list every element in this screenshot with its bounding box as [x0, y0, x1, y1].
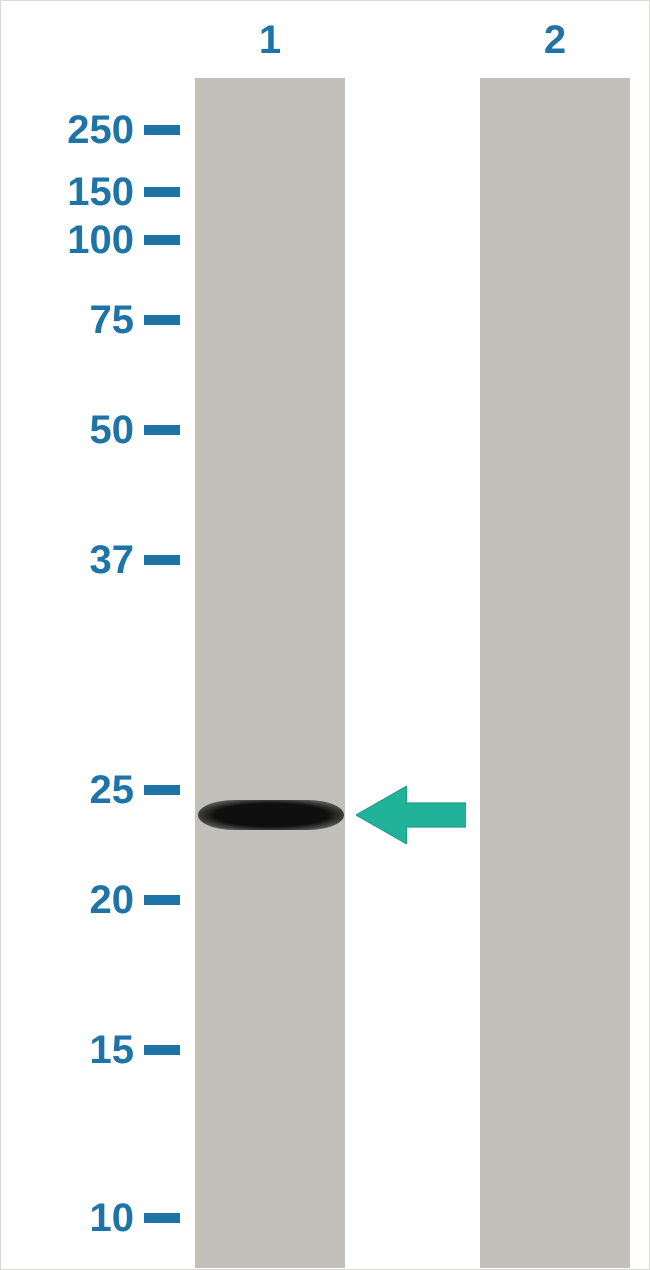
marker-value: 250 [67, 110, 134, 150]
marker-tick [144, 555, 180, 565]
marker-tick [144, 895, 180, 905]
marker-25: 25 [90, 770, 181, 810]
marker-tick [144, 125, 180, 135]
marker-tick [144, 785, 180, 795]
lane-label-1: 1 [240, 18, 300, 63]
marker-15: 15 [90, 1030, 181, 1070]
marker-value: 25 [90, 770, 135, 810]
marker-150: 150 [67, 172, 180, 212]
marker-value: 10 [90, 1198, 135, 1238]
marker-tick [144, 235, 180, 245]
marker-value: 37 [90, 540, 135, 580]
marker-tick [144, 1213, 180, 1223]
marker-tick [144, 315, 180, 325]
marker-value: 75 [90, 300, 135, 340]
marker-50: 50 [90, 410, 181, 450]
marker-250: 250 [67, 110, 180, 150]
marker-75: 75 [90, 300, 181, 340]
marker-tick [144, 1045, 180, 1055]
band-indicator-arrow [356, 786, 466, 844]
marker-value: 15 [90, 1030, 135, 1070]
blot-canvas: 1 2 250 150 100 75 50 37 25 20 15 10 [0, 0, 650, 1270]
marker-value: 20 [90, 880, 135, 920]
lane-2 [480, 78, 630, 1268]
marker-100: 100 [67, 220, 180, 260]
marker-tick [144, 187, 180, 197]
lane-1 [195, 78, 345, 1268]
marker-10: 10 [90, 1198, 181, 1238]
marker-20: 20 [90, 880, 181, 920]
arrow-left-icon [356, 786, 466, 844]
marker-value: 150 [67, 172, 134, 212]
marker-value: 50 [90, 410, 135, 450]
marker-37: 37 [90, 540, 181, 580]
marker-value: 100 [67, 220, 134, 260]
lane-label-2: 2 [525, 18, 585, 63]
protein-band-lane-1 [198, 800, 344, 830]
marker-tick [144, 425, 180, 435]
